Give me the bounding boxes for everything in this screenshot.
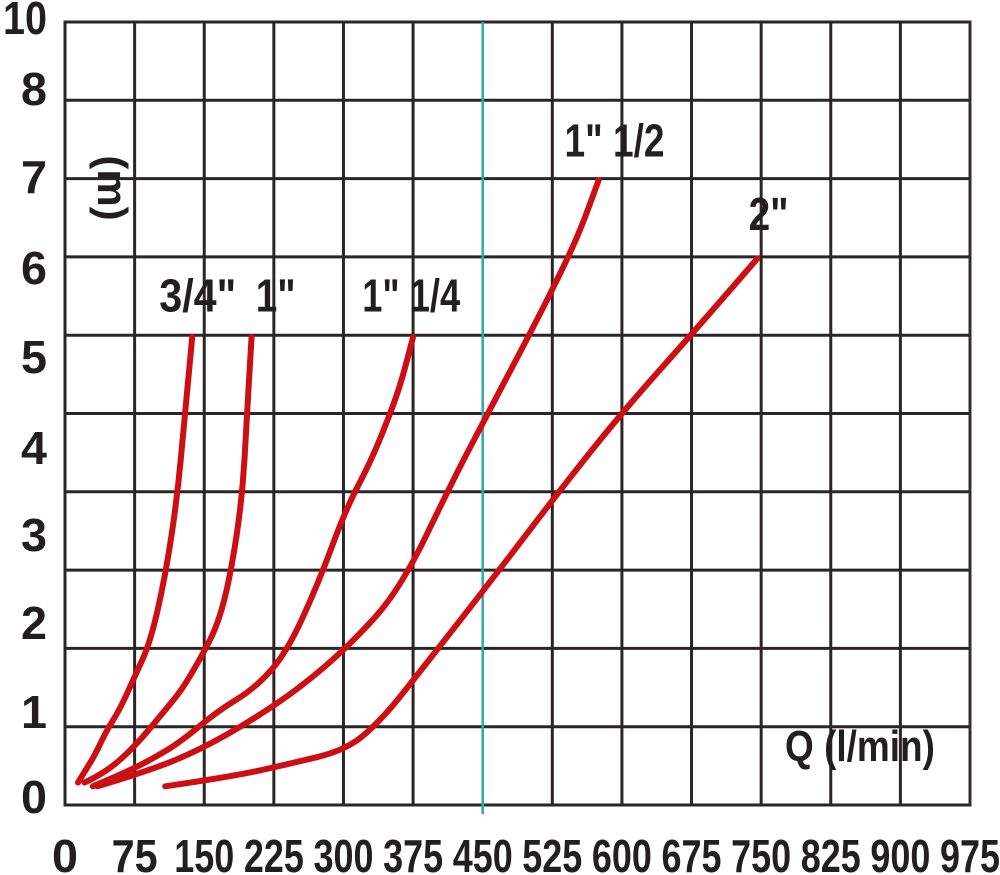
x-tick-label-525: 525 bbox=[522, 830, 582, 875]
curve-2-inch bbox=[162, 255, 761, 790]
x-tick-label-900: 900 bbox=[870, 830, 930, 875]
curve-1-1-4-inch-label: 1" 1/4 bbox=[362, 269, 460, 321]
x-tick-label-150: 150 bbox=[174, 830, 234, 875]
curve-1-inch-label: 1" bbox=[256, 269, 296, 321]
y-tick-label-10: 10 bbox=[3, 0, 47, 44]
curve-1-inch bbox=[81, 334, 255, 786]
x-tick-label-975: 975 bbox=[940, 830, 1000, 875]
x-tick-label-825: 825 bbox=[801, 830, 861, 875]
x-tick-label-675: 675 bbox=[662, 830, 722, 875]
curve-1-1-2-inch-label: 1" 1/2 bbox=[564, 115, 664, 167]
x-tick-label-75: 75 bbox=[112, 830, 158, 875]
curve-1-1-2-inch bbox=[94, 177, 602, 790]
x-axis-title: Q (l/min) bbox=[785, 722, 935, 771]
curve-1-1-4-inch bbox=[89, 334, 417, 790]
y-axis-title: (m) bbox=[89, 155, 136, 221]
y-tick-label-4: 4 bbox=[21, 422, 47, 474]
y-tick-label-5: 5 bbox=[21, 331, 47, 383]
x-tick-label-750: 750 bbox=[731, 830, 791, 875]
x-tick-label-0: 0 bbox=[52, 830, 78, 875]
y-tick-label-2: 2 bbox=[21, 597, 47, 649]
x-tick-label-225: 225 bbox=[244, 830, 304, 875]
y-tick-label-0: 0 bbox=[21, 771, 47, 823]
y-tick-label-6: 6 bbox=[21, 242, 47, 294]
y-tick-label-3: 3 bbox=[21, 509, 47, 561]
x-tick-label-600: 600 bbox=[592, 830, 652, 875]
y-tick-label-8: 8 bbox=[21, 63, 47, 115]
y-tick-label-1: 1 bbox=[21, 686, 47, 738]
x-tick-label-450: 450 bbox=[453, 830, 513, 875]
y-tick-label-7: 7 bbox=[21, 151, 47, 203]
curve-2-inch-label: 2" bbox=[749, 188, 789, 240]
curve-3-4-inch-label: 3/4" bbox=[159, 269, 236, 321]
curve-3-4-inch bbox=[75, 334, 196, 786]
x-tick-label-375: 375 bbox=[383, 830, 443, 875]
x-tick-label-300: 300 bbox=[313, 830, 373, 875]
